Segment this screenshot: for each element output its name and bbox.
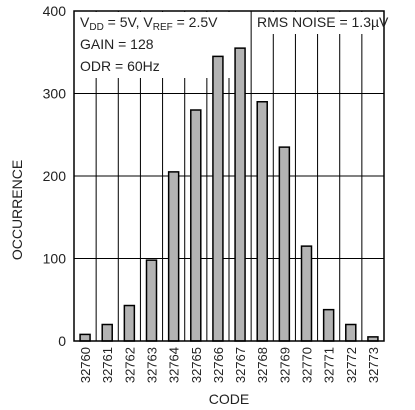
- grid-lines: [74, 11, 384, 341]
- x-axis-label: CODE: [209, 391, 249, 407]
- plot-frame: [73, 10, 385, 342]
- bar-32767: [234, 47, 246, 342]
- x-tick-labels: 32760 32761 32762 32763 32764 32765 32766 32767…: [78, 347, 381, 383]
- annotation-rms-noise: RMS NOISE = 1.3µV: [257, 14, 389, 30]
- bar-32766: [212, 55, 224, 342]
- bar-32761: [101, 323, 113, 342]
- x-tick-label: 32766: [211, 347, 226, 383]
- x-tick-label: 32772: [344, 347, 359, 383]
- annotation-background: [252, 12, 383, 34]
- x-tick-label: 32773: [366, 347, 381, 383]
- x-tick-label: 32769: [277, 347, 292, 383]
- bar-32770: [300, 245, 313, 342]
- x-tick-label: 32761: [100, 347, 115, 383]
- bar-32771: [322, 308, 335, 342]
- bar-32760: [79, 333, 91, 342]
- annotation-odr: ODR = 60Hz: [80, 58, 160, 74]
- x-tick-label: 32764: [167, 347, 182, 383]
- bar-32769: [278, 146, 291, 342]
- y-tick-label: 100: [43, 251, 67, 267]
- bar-32772: [345, 323, 357, 342]
- y-tick-label: 200: [43, 168, 67, 184]
- x-tick-label: 32770: [300, 347, 315, 383]
- x-tick-label: 32768: [255, 347, 270, 383]
- x-tick-label: 32760: [78, 347, 93, 383]
- annotation-box: VDD = 5V, VREF = 2.5V GAIN = 128 ODR = 6…: [80, 14, 389, 74]
- y-tick-label: 400: [43, 3, 67, 19]
- x-tick-label: 32763: [145, 347, 160, 383]
- bar-32764: [167, 171, 180, 342]
- bar-32763: [145, 259, 158, 342]
- x-tick-label: 32767: [233, 347, 248, 383]
- x-tick-label: 32762: [122, 347, 137, 383]
- y-axis-label: OCCURRENCE: [9, 160, 25, 260]
- bar-32765: [190, 109, 202, 342]
- bar-32762: [123, 304, 136, 342]
- y-tick-label: 0: [58, 333, 66, 349]
- y-tick-labels: 0 100 200 300 400: [43, 3, 67, 349]
- y-tick-label: 300: [43, 86, 67, 102]
- annotation-vdd-vref: VDD = 5V, VREF = 2.5V: [80, 14, 218, 33]
- x-tick-label: 32771: [322, 347, 337, 383]
- annotation-gain: GAIN = 128: [80, 36, 154, 52]
- x-tick-label: 32765: [189, 347, 204, 383]
- bar-32768: [256, 101, 268, 342]
